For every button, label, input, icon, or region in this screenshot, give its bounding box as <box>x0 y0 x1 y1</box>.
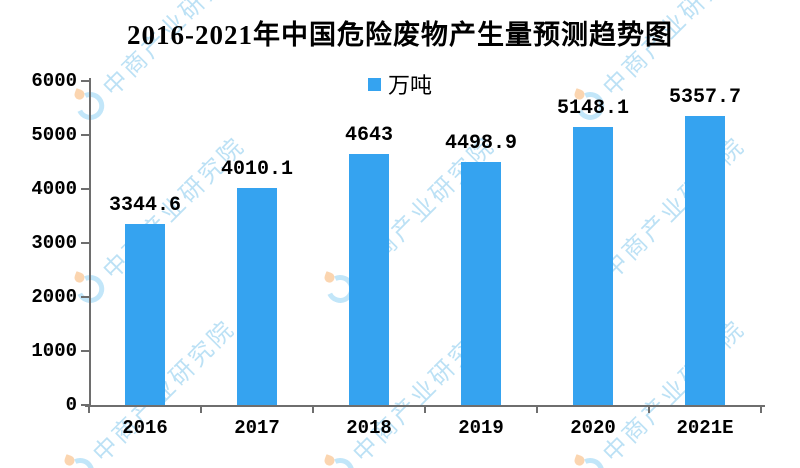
watermark-logo-leaf-icon <box>572 453 586 467</box>
watermark-text: 中商产业研究院 <box>0 127 1 285</box>
x-tick-label: 2017 <box>234 417 280 439</box>
y-axis-tick <box>81 80 89 82</box>
bar-value-label: 5148.1 <box>556 97 629 120</box>
y-tick-label: 5000 <box>31 124 77 146</box>
watermark-text: 中商产业研究院 <box>598 314 751 468</box>
y-tick-label: 6000 <box>31 70 77 92</box>
y-tick-label: 4000 <box>31 178 77 200</box>
watermark-tile: 中商产业研究院 <box>0 127 1 311</box>
bar <box>685 116 725 405</box>
y-axis-tick <box>81 404 89 406</box>
watermark-logo-icon <box>321 453 358 468</box>
x-axis-tick <box>200 405 202 413</box>
x-axis-tick <box>648 405 650 413</box>
bar-value-label: 4010.1 <box>220 158 293 181</box>
bar <box>349 154 389 405</box>
bar <box>237 188 277 405</box>
watermark-text: 中商产业研究院 <box>598 131 751 285</box>
bar <box>573 127 613 405</box>
y-axis-tick <box>81 350 89 352</box>
watermark-logo-leaf-icon <box>322 270 336 284</box>
watermark-logo-leaf-icon <box>62 453 76 467</box>
x-axis-tick <box>424 405 426 413</box>
watermark-logo-icon <box>571 453 608 468</box>
legend: 万吨 <box>0 68 800 100</box>
y-axis-tick <box>81 134 89 136</box>
x-tick-label: 2021E <box>676 417 734 439</box>
y-tick-label: 3000 <box>31 232 77 254</box>
watermark-tile: 中商产业研究院 <box>0 310 1 468</box>
y-tick-label: 2000 <box>31 286 77 308</box>
x-tick-label: 2016 <box>122 417 168 439</box>
chart-title: 2016-2021年中国危险废物产生量预测趋势图 <box>127 20 673 50</box>
y-axis-tick <box>81 242 89 244</box>
bar-value-label: 3344.6 <box>108 194 181 217</box>
x-axis-tick <box>312 405 314 413</box>
watermark-logo-leaf-icon <box>322 453 336 467</box>
watermark-text: 中商产业研究院 <box>0 310 1 468</box>
x-tick-label: 2020 <box>570 417 616 439</box>
y-tick-label: 0 <box>65 394 77 416</box>
x-tick-label: 2018 <box>346 417 392 439</box>
y-axis-tick <box>81 296 89 298</box>
bar-value-label: 5357.7 <box>668 86 741 109</box>
y-tick-label: 1000 <box>31 340 77 362</box>
x-axis-tick <box>88 405 90 413</box>
x-axis-tick <box>760 405 762 413</box>
bar <box>125 224 165 405</box>
watermark-logo-leaf-icon <box>72 270 86 284</box>
bar-value-label: 4498.9 <box>444 132 517 155</box>
x-axis-tick <box>536 405 538 413</box>
bar-value-label: 4643 <box>344 124 393 147</box>
legend-label: 万吨 <box>387 73 432 98</box>
y-axis-line <box>89 78 91 405</box>
legend-swatch-icon <box>367 77 381 91</box>
watermark-logo-icon <box>61 453 98 468</box>
y-axis-tick <box>81 188 89 190</box>
bar <box>461 162 501 405</box>
x-tick-label: 2019 <box>458 417 504 439</box>
